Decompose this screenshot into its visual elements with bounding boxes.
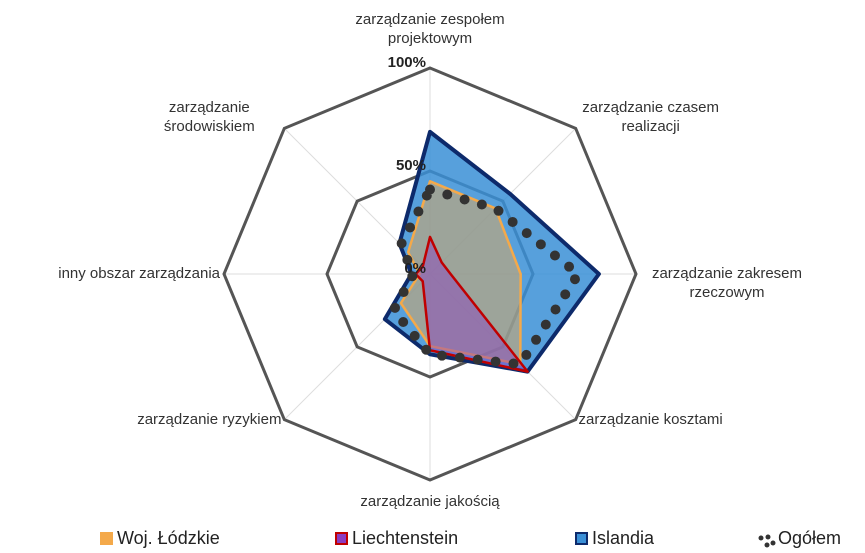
legend-swatch — [575, 532, 588, 545]
legend-dots — [758, 534, 776, 547]
legend-swatch — [758, 532, 776, 547]
category-label: zarządzanie jakością — [360, 493, 500, 510]
tick-label: 0% — [404, 260, 426, 277]
series-line — [387, 183, 585, 370]
category-label: zarządzanie zakresem rzeczowym — [651, 265, 803, 301]
category-label: zarządzanie czasem realizacji — [582, 99, 720, 136]
grid-ring — [222, 66, 638, 482]
series-area — [382, 129, 601, 374]
legend-item: Woj. Łódzkie — [100, 528, 220, 549]
legend-label: Woj. Łódzkie — [117, 528, 220, 548]
legend-label: Liechtenstein — [352, 528, 459, 548]
legend-swatch — [100, 532, 113, 545]
legend-item: Islandia — [575, 528, 654, 549]
category-label: zarządzanie ryzykiem — [137, 410, 282, 428]
legend-label: Ogółem — [778, 528, 842, 548]
category-label: inny obszar zarządzania — [58, 265, 220, 282]
legend-swatch — [335, 532, 348, 545]
legend-item: Ogółem — [758, 528, 841, 549]
category-label: zarządzanie środowiskiem — [163, 99, 255, 136]
legend-item: Liechtenstein — [335, 528, 458, 549]
tick-label: 50% — [395, 157, 426, 174]
category-label: zarządzanie zespołem projektowym — [355, 11, 505, 47]
tick-label: 100% — [387, 54, 426, 71]
legend-label: Islandia — [592, 528, 655, 548]
category-label: zarządzanie kosztami — [578, 410, 723, 428]
